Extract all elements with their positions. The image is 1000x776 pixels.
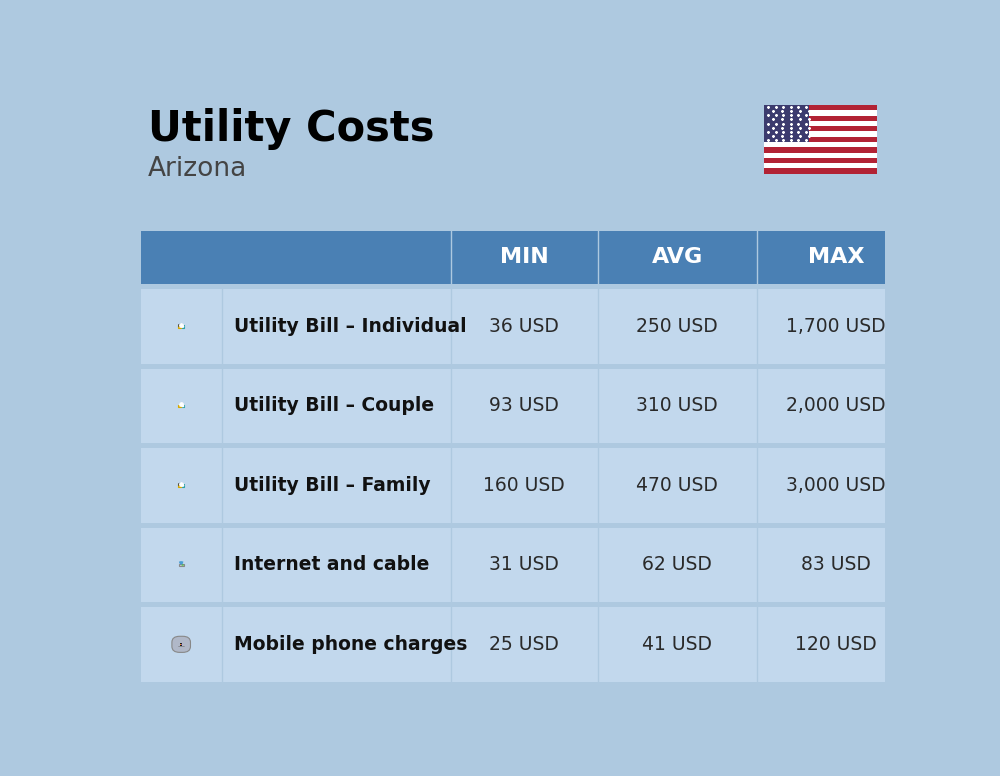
Text: 120 USD: 120 USD	[795, 635, 877, 654]
Bar	[764, 158, 877, 163]
Bar	[764, 131, 877, 137]
Bar	[764, 110, 877, 116]
Bar	[140, 364, 885, 369]
Text: Internet and cable: Internet and cable	[234, 556, 429, 574]
Circle shape	[180, 404, 183, 405]
Bar	[764, 105, 809, 142]
Circle shape	[181, 483, 182, 484]
Text: Arizona: Arizona	[148, 156, 248, 182]
Text: 250 USD: 250 USD	[636, 317, 718, 336]
Bar	[764, 126, 877, 131]
Bar	[764, 137, 877, 142]
Text: 310 USD: 310 USD	[636, 397, 718, 415]
Text: 83 USD: 83 USD	[801, 556, 871, 574]
Circle shape	[182, 406, 184, 407]
Circle shape	[182, 485, 184, 486]
Bar	[764, 121, 877, 126]
Circle shape	[180, 483, 183, 485]
Bar	[182, 484, 184, 487]
Text: 93 USD: 93 USD	[489, 397, 559, 415]
Bar	[182, 325, 184, 327]
Text: 470 USD: 470 USD	[636, 476, 718, 495]
Text: Mobile phone charges: Mobile phone charges	[234, 635, 467, 654]
Text: 2,000 USD: 2,000 USD	[786, 397, 886, 415]
Text: 3,000 USD: 3,000 USD	[786, 476, 886, 495]
Bar	[178, 325, 181, 327]
Bar	[764, 105, 877, 110]
Bar	[179, 564, 184, 566]
Bar	[764, 153, 877, 158]
Bar	[140, 443, 885, 448]
Bar	[764, 163, 877, 168]
Text: Utility Bill – Family: Utility Bill – Family	[234, 476, 430, 495]
Text: —: —	[178, 643, 185, 649]
Bar	[764, 142, 877, 147]
Bar	[140, 602, 885, 607]
Text: Utility Bill – Individual: Utility Bill – Individual	[234, 317, 466, 336]
Text: 62 USD: 62 USD	[642, 556, 712, 574]
Circle shape	[182, 326, 184, 327]
Bar	[140, 284, 885, 289]
Bar	[140, 230, 885, 284]
Bar	[180, 643, 182, 646]
Text: MAX: MAX	[808, 248, 864, 268]
Text: 160 USD: 160 USD	[483, 476, 565, 495]
Bar	[178, 405, 181, 407]
Bar	[182, 405, 184, 407]
Circle shape	[181, 404, 182, 405]
FancyBboxPatch shape	[172, 636, 190, 653]
Bar	[764, 168, 877, 174]
Text: Utility Bill – Couple: Utility Bill – Couple	[234, 397, 434, 415]
Text: Utility Costs: Utility Costs	[148, 108, 435, 150]
Text: 41 USD: 41 USD	[642, 635, 712, 654]
Text: 36 USD: 36 USD	[489, 317, 559, 336]
Text: 31 USD: 31 USD	[489, 556, 559, 574]
Text: MIN: MIN	[500, 248, 548, 268]
Text: 1,700 USD: 1,700 USD	[786, 317, 886, 336]
Text: AVG: AVG	[652, 248, 703, 268]
Bar	[178, 484, 181, 487]
Bar	[140, 523, 885, 528]
Circle shape	[181, 324, 182, 325]
Text: 25 USD: 25 USD	[489, 635, 559, 654]
Circle shape	[180, 324, 183, 326]
Bar	[764, 116, 877, 121]
Bar	[764, 147, 877, 153]
